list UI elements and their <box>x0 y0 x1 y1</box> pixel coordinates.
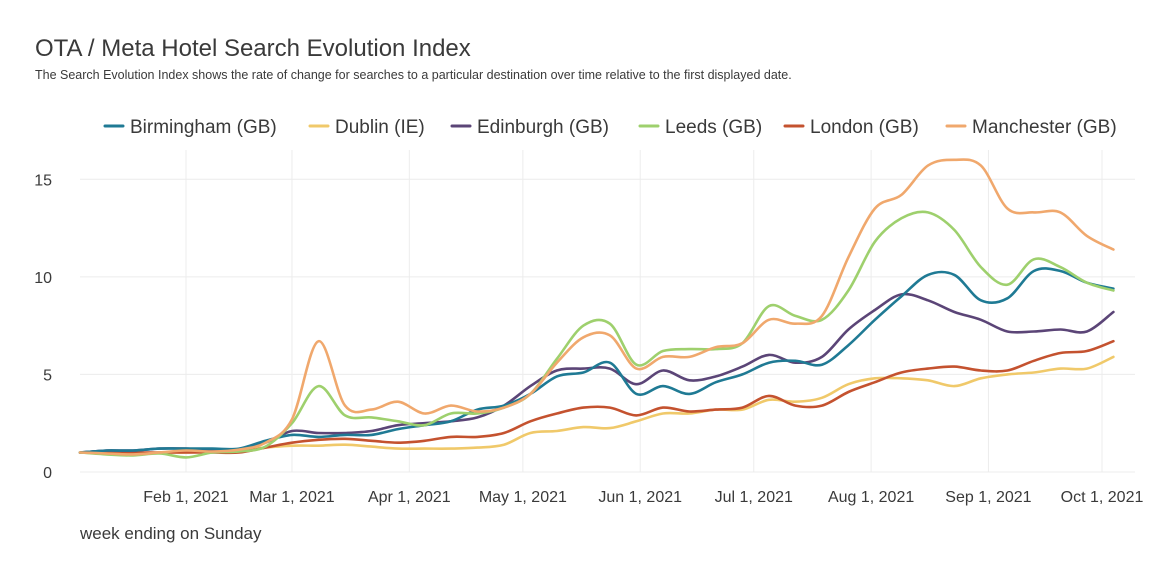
x-tick-label: Jul 1, 2021 <box>715 489 793 506</box>
x-tick-label: Apr 1, 2021 <box>368 489 451 506</box>
legend-item-edinburgh-gb[interactable]: Edinburgh (GB) <box>450 117 609 138</box>
legend[interactable]: Birmingham (GB) Dublin (IE) Edinburgh (GB)… <box>103 117 1117 138</box>
legend-label: Dublin (IE) <box>335 117 425 138</box>
x-tick-label: Jun 1, 2021 <box>598 489 682 506</box>
x-tick-label: Feb 1, 2021 <box>143 489 229 506</box>
chart-subtitle: The Search Evolution Index shows the rat… <box>35 68 792 82</box>
chart-title: OTA / Meta Hotel Search Evolution Index <box>35 35 471 62</box>
legend-label: Edinburgh (GB) <box>477 117 609 138</box>
legend-label: Leeds (GB) <box>665 117 762 138</box>
series-line-manchester-gb[interactable] <box>78 158 1115 456</box>
legend-item-london-gb[interactable]: London (GB) <box>783 117 919 138</box>
x-tick-label: Sep 1, 2021 <box>945 489 1031 506</box>
gridlines <box>80 150 1135 473</box>
legend-item-manchester-gb[interactable]: Manchester (GB) <box>945 117 1117 138</box>
legend-label: Birmingham (GB) <box>130 117 277 138</box>
series-line-dublin-ie[interactable] <box>78 355 1115 455</box>
y-tick-label: 5 <box>43 367 52 384</box>
x-tick-label: May 1, 2021 <box>479 489 567 506</box>
y-tick-label: 10 <box>34 270 52 287</box>
plot-area[interactable] <box>78 158 1115 459</box>
x-tick-label: Mar 1, 2021 <box>249 489 334 506</box>
legend-item-leeds-gb[interactable]: Leeds (GB) <box>638 117 762 138</box>
x-tick-label: Oct 1, 2021 <box>1061 489 1144 506</box>
series-line-birmingham-gb[interactable] <box>78 267 1115 454</box>
y-tick-label: 0 <box>43 465 52 482</box>
legend-label: London (GB) <box>810 117 919 138</box>
legend-label: Manchester (GB) <box>972 117 1117 138</box>
x-axis: Feb 1, 2021 Mar 1, 2021 Apr 1, 2021 May 1, … <box>143 489 1143 506</box>
x-axis-label: week ending on Sunday <box>79 524 262 543</box>
y-axis: 0 5 10 15 <box>34 172 52 482</box>
series-line-london-gb[interactable] <box>78 339 1115 455</box>
series-line-leeds-gb[interactable] <box>78 210 1115 459</box>
legend-item-dublin-ie[interactable]: Dublin (IE) <box>308 117 425 138</box>
legend-item-birmingham-gb[interactable]: Birmingham (GB) <box>103 117 277 138</box>
y-tick-label: 15 <box>34 172 52 189</box>
x-tick-label: Aug 1, 2021 <box>828 489 914 506</box>
